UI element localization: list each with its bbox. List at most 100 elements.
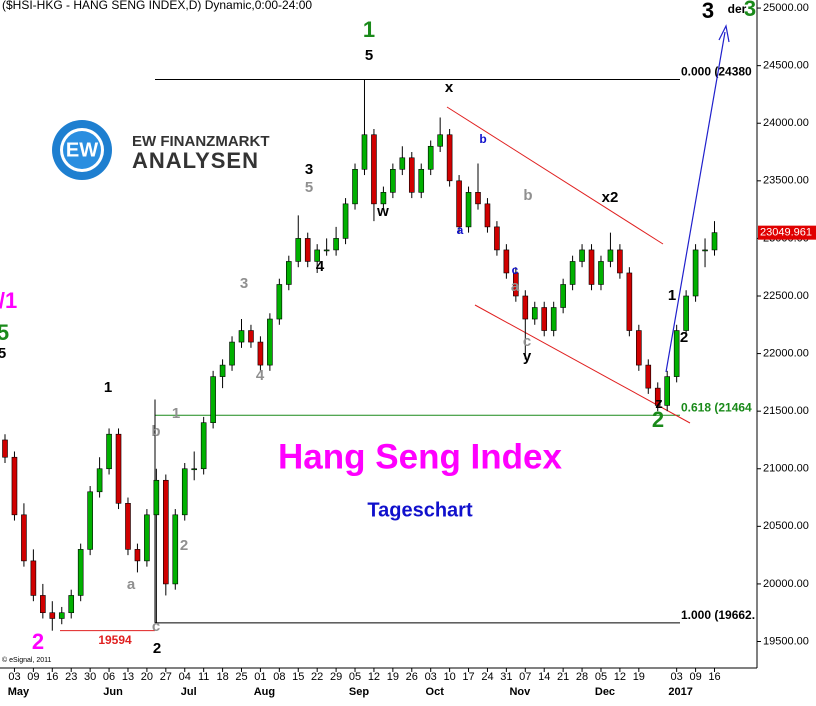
candle-body [314,249,320,262]
candle-body [418,169,425,193]
candle-body [163,479,169,585]
candle-body [200,422,207,470]
level-label: 0.618 (21464 [681,400,752,414]
wave-label: 5 [0,320,9,345]
month-label: Sep [349,686,369,698]
candle-body [181,468,188,516]
candle-body [427,145,434,170]
candle-body [77,549,84,596]
x-tick-label: 14 [538,671,550,683]
x-tick-label: 17 [462,671,474,683]
candle-body [333,238,339,251]
candle-body [342,203,349,239]
wave-label: 1 [172,405,180,422]
candle-body [636,330,642,366]
x-tick-label: 23 [65,671,77,683]
candle-body [134,549,141,562]
candle-body [702,249,708,252]
wave-label: 4 [256,367,265,384]
wave-label: 2 [153,640,161,657]
month-label: May [8,686,30,698]
y-tick-label: 22500.00 [763,290,809,302]
wave-label: z [655,395,663,412]
candle-body [219,364,226,377]
candle-body [408,157,415,193]
candle-body [654,387,661,406]
logo-line2: ANALYSEN [132,148,259,173]
x-tick-label: 28 [576,671,588,683]
candle-body [437,134,443,147]
arrow-head [718,24,730,43]
candle-body [295,238,302,262]
header-title: ($HSI-HKG - HANG SENG INDEX,D) Dynamic,0… [2,0,312,12]
wave-label: 5 [365,47,373,64]
candle-body [11,456,18,516]
candle-body [399,157,406,170]
candle-body [58,612,65,619]
candle-body [2,439,8,458]
candle-body [664,376,671,406]
x-tick-label: 03 [671,671,683,683]
wave-label: b [479,132,486,146]
level-label: 1.000 (19662. [681,608,755,622]
x-tick-label: 26 [406,671,418,683]
month-label: Dec [595,686,615,698]
x-tick-label: 27 [160,671,172,683]
x-tick-label: 13 [122,671,134,683]
candle-body [371,134,377,205]
candle-body [257,341,264,366]
wave-label: 2 [32,629,44,654]
chart-title: Hang Seng Index [278,437,562,476]
candle-body [361,134,368,170]
x-tick-label: 16 [708,671,720,683]
wave-label: 3 [702,0,714,23]
wave-label: a [511,278,520,295]
candle-body [87,491,93,550]
copyright: © eSignal, 2011 [2,656,52,664]
candle-body [484,203,491,228]
x-tick-label: 25 [235,671,247,683]
month-label: 2017 [668,686,692,698]
candle-body [531,307,538,320]
candle-body [40,595,46,614]
candle-body [285,261,292,285]
y-tick-label: 21500.00 [763,405,809,417]
y-tick-label: 24000.00 [763,117,809,129]
month-label: Aug [254,686,275,698]
candle-body [172,514,179,585]
candle-body [267,318,273,366]
x-tick-label: 04 [179,671,191,683]
wave-label: 3 [305,161,313,178]
y-tick-label: 22000.00 [763,347,809,359]
candle-body [579,249,585,262]
candle-body [569,261,576,285]
wave-label: 3 [744,0,756,21]
candle-body [210,376,216,423]
last-price-box [758,225,816,240]
wave-label: c [523,333,531,350]
wave-label: c [512,263,519,277]
candle-body [68,595,75,614]
wave-label: 2 [180,537,188,554]
x-tick-label: 20 [141,671,153,683]
wave-label: 1 [363,17,375,42]
candle-body [21,514,27,562]
candle-body [106,433,112,470]
wave-label: 3 [240,275,248,292]
candle-body [49,612,56,619]
channel-lower [474,304,691,424]
wave-label: b [151,423,160,440]
x-tick-label: 22 [311,671,323,683]
candle-body [380,192,387,205]
wave-label: y [523,348,532,365]
candle-body [541,307,548,331]
candle-body [683,295,689,331]
candle-body [692,249,699,297]
candle-body [711,232,718,251]
wave-label: 1 [668,287,676,304]
candle-body [550,307,557,331]
level-label: 0.000 (24380 [681,65,752,79]
x-tick-label: 10 [443,671,455,683]
month-label: Jul [181,686,197,698]
